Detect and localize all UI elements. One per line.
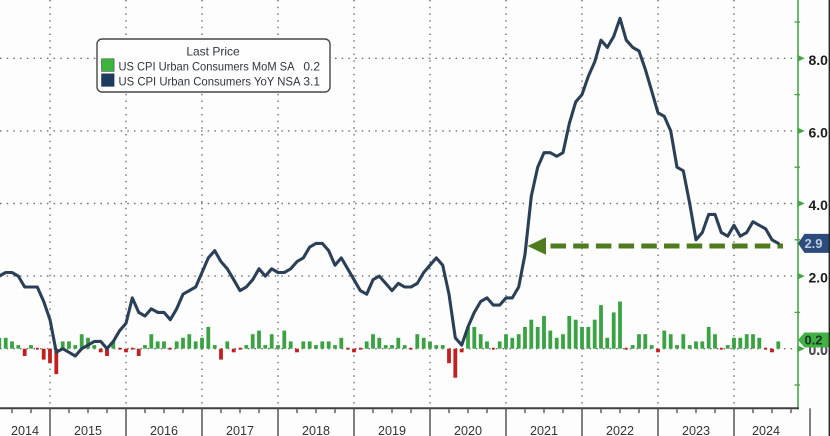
svg-text:2020: 2020: [454, 424, 482, 436]
svg-text:2024: 2024: [752, 424, 780, 436]
svg-text:2019: 2019: [378, 424, 406, 436]
svg-text:2.9: 2.9: [804, 236, 822, 251]
svg-text:8.0: 8.0: [809, 52, 829, 68]
svg-text:2.0: 2.0: [809, 270, 829, 286]
svg-text:0.2: 0.2: [804, 333, 822, 348]
svg-text:2017: 2017: [226, 424, 254, 436]
svg-text:6.0: 6.0: [809, 124, 829, 140]
svg-text:0.2: 0.2: [303, 59, 320, 73]
svg-text:3.1: 3.1: [303, 74, 320, 88]
svg-text:Last Price: Last Price: [186, 45, 240, 59]
svg-text:2023: 2023: [682, 424, 710, 436]
svg-text:2016: 2016: [150, 424, 178, 436]
svg-text:US CPI Urban Consumers MoM SA: US CPI Urban Consumers MoM SA: [119, 59, 295, 73]
svg-text:2022: 2022: [606, 424, 634, 436]
svg-text:2015: 2015: [74, 424, 102, 436]
svg-text:2021: 2021: [530, 424, 558, 436]
svg-text:US CPI Urban Consumers YoY NSA: US CPI Urban Consumers YoY NSA: [119, 74, 301, 88]
svg-text:2018: 2018: [302, 424, 330, 436]
svg-text:4.0: 4.0: [809, 197, 829, 213]
svg-text:2014: 2014: [11, 424, 39, 436]
